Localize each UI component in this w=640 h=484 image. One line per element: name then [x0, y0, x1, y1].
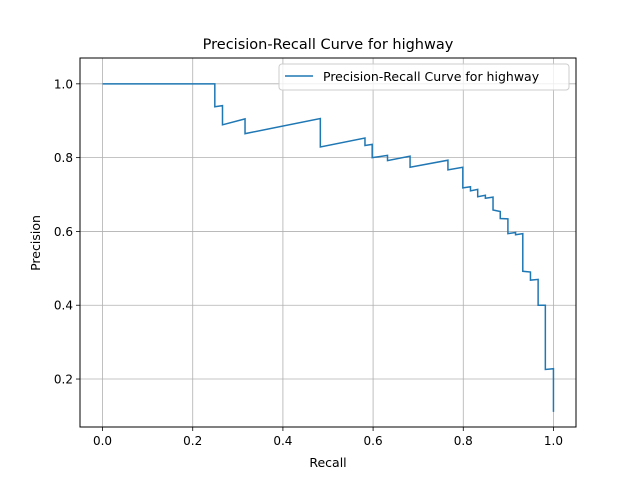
y-tick-label: 0.8 — [54, 151, 73, 165]
legend-label: Precision-Recall Curve for highway — [323, 69, 540, 84]
plot-frame — [79, 57, 577, 428]
y-tick-label: 1.0 — [54, 77, 73, 91]
x-tick-label: 1.0 — [544, 434, 563, 448]
legend: Precision-Recall Curve for highway — [278, 63, 570, 91]
y-tick-label: 0.6 — [54, 225, 73, 239]
series-line — [102, 83, 555, 412]
x-axis-label: Recall — [309, 455, 346, 470]
tick-layer: 0.0 0.2 0.4 0.6 0.8 1.0 0.2 0.4 0.6 0.8 1.0 — [54, 77, 563, 448]
x-tick-label: 0.0 — [93, 434, 112, 448]
x-tick-label: 0.2 — [183, 434, 202, 448]
legend-box — [278, 63, 570, 91]
x-tick-label: 0.4 — [273, 434, 292, 448]
chart-title: Precision-Recall Curve for highway — [203, 37, 454, 53]
y-tick-label: 0.2 — [54, 373, 73, 387]
series-layer — [102, 83, 555, 412]
y-axis-label: Precision — [28, 215, 43, 271]
y-tick-label: 0.4 — [54, 299, 73, 313]
x-tick-label: 0.6 — [364, 434, 383, 448]
x-tick-label: 0.8 — [454, 434, 473, 448]
